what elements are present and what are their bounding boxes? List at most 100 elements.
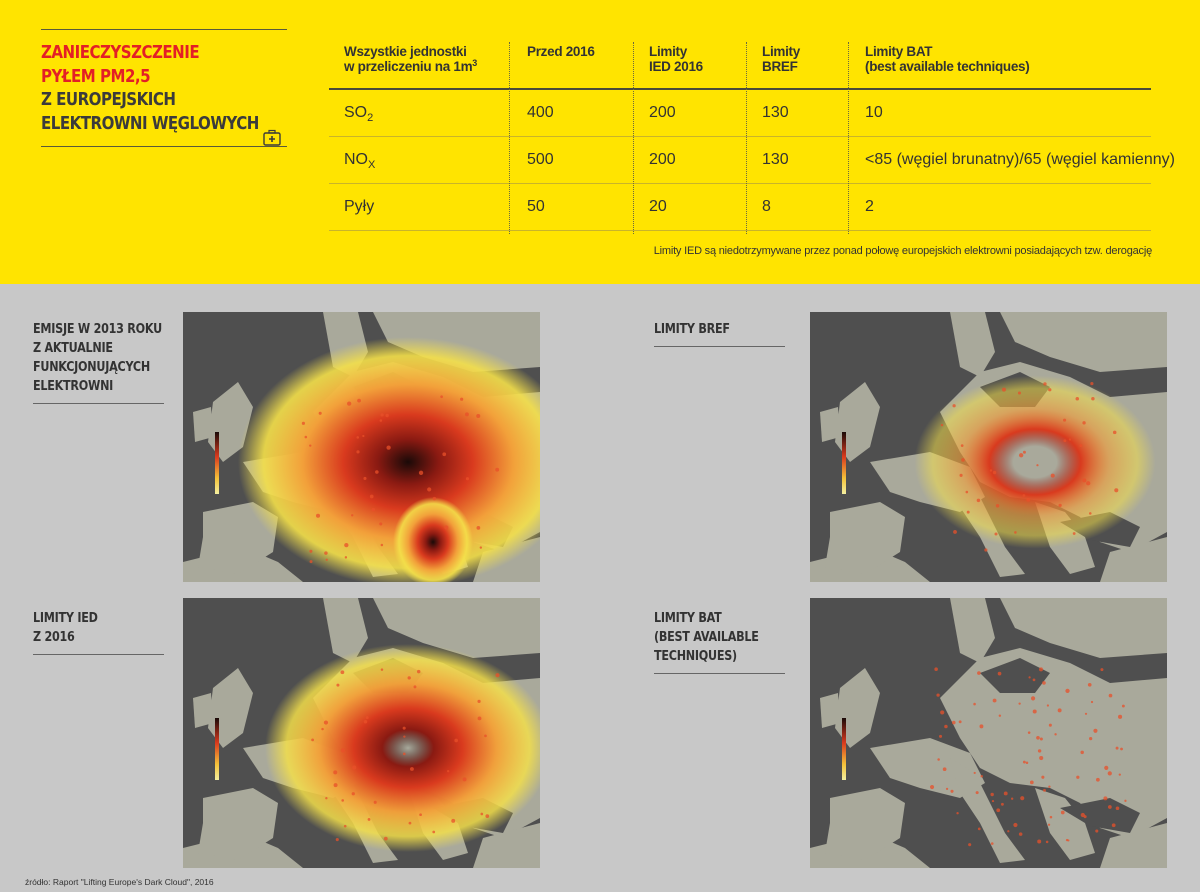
power-plant-dot <box>1112 430 1117 435</box>
power-plant-dot <box>311 738 315 742</box>
power-plant-dot <box>1072 532 1076 535</box>
power-plant-dot <box>333 770 338 775</box>
power-plant-dot <box>1014 531 1017 534</box>
power-plant-dot <box>379 522 383 526</box>
pollution-plume <box>393 497 473 582</box>
power-plant-dot <box>375 470 379 474</box>
power-plant-dot <box>309 549 313 553</box>
power-plant-dot <box>1046 704 1050 707</box>
power-plant-dot <box>367 817 371 821</box>
map-label-line: Z AKTUALNIE <box>33 341 113 356</box>
power-plant-dot <box>992 698 997 703</box>
power-plant-dot <box>484 734 487 738</box>
power-plant-dot <box>1093 728 1098 733</box>
power-plant-dot <box>318 411 322 415</box>
power-plant-dot <box>386 445 391 450</box>
column-header: Przed 2016 <box>527 44 595 59</box>
power-plant-dot <box>1089 737 1093 741</box>
title-line: PYŁEM PM2,5 <box>41 66 151 87</box>
power-plant-dot <box>1068 438 1072 441</box>
power-plant-dot <box>1045 840 1049 844</box>
power-plant-dot <box>324 551 328 555</box>
power-plant-dot <box>950 789 954 793</box>
power-plant-dot <box>1010 797 1014 800</box>
power-plant-dot <box>304 435 308 439</box>
power-plant-dot <box>1108 693 1113 698</box>
power-plant-dot <box>1003 791 1008 796</box>
land-shape <box>820 407 840 442</box>
power-plant-dot <box>1025 761 1029 765</box>
map-bref <box>810 312 1167 582</box>
power-plant-dot <box>1086 481 1091 486</box>
power-plant-dot <box>977 671 981 675</box>
power-plant-dot <box>953 530 957 534</box>
power-plant-dot <box>340 748 346 753</box>
table-row: NOX 500 200 130 <85 (węgiel brunatny)/65… <box>329 137 1175 184</box>
power-plant-dot <box>485 814 490 818</box>
map-label-line: LIMITY BREF <box>654 322 730 337</box>
power-plant-dot <box>1022 760 1026 764</box>
power-plant-dot <box>1058 503 1062 508</box>
table-cell: 200 <box>649 151 676 168</box>
land-shape <box>198 788 278 860</box>
power-plant-dot <box>934 667 938 671</box>
land-shape <box>1035 788 1095 860</box>
power-plant-dot <box>1018 453 1024 458</box>
power-plant-dot <box>1017 391 1022 395</box>
table-cell: 130 <box>762 151 789 168</box>
power-plant-dot <box>1115 806 1120 811</box>
power-plant-dot <box>451 818 456 823</box>
land-shape <box>825 788 905 860</box>
power-plant-dot <box>997 671 1002 676</box>
power-plant-dot <box>942 767 947 772</box>
power-plant-dot <box>333 783 338 788</box>
table-cell: 500 <box>527 151 554 168</box>
power-plant-dot <box>994 532 998 536</box>
power-plant-dot <box>1018 832 1023 836</box>
power-plant-dot <box>1121 704 1125 708</box>
pollutant-cell: SO2 <box>344 104 374 124</box>
power-plant-dot <box>344 556 348 559</box>
pollutant-cell: Pyły <box>344 198 374 216</box>
power-plant-dot <box>369 494 374 499</box>
power-plant-dot <box>1084 712 1088 715</box>
land-shape <box>1100 537 1167 582</box>
power-plant-dot <box>1032 678 1036 682</box>
power-plant-dot <box>363 719 368 724</box>
power-plant-dot <box>1083 815 1087 819</box>
header-text: Wszystkie jednostki <box>344 44 467 59</box>
power-plant-dot <box>965 490 969 494</box>
power-plant-dot <box>464 412 469 417</box>
power-plant-dot <box>1065 838 1069 842</box>
power-plant-dot <box>1091 396 1095 401</box>
map-label-line: Z 2016 <box>33 630 75 645</box>
power-plant-dot <box>1048 388 1052 392</box>
europe-map-graphic <box>810 312 1167 582</box>
power-plant-dot <box>944 724 948 729</box>
power-plant-dot <box>1018 702 1021 705</box>
power-plant-dot <box>344 543 349 548</box>
power-plant-dot <box>383 836 388 841</box>
power-plant-dot <box>444 525 449 530</box>
header-text: BREF <box>762 59 798 74</box>
land-shape <box>835 668 880 748</box>
land-shape <box>1000 598 1167 658</box>
power-plant-dot <box>990 792 994 797</box>
power-plant-dot <box>1020 796 1025 801</box>
power-plant-dot <box>996 808 1001 813</box>
power-plant-dot <box>365 716 369 720</box>
power-plant-dot <box>347 401 352 406</box>
column-divider <box>746 42 747 234</box>
power-plant-dot <box>462 777 467 782</box>
power-plant-dot <box>309 444 312 447</box>
pollutant-cell: NOX <box>344 151 376 171</box>
pollutant-subscript: X <box>368 159 376 171</box>
pollutant-subscript: 2 <box>367 112 374 124</box>
map-label-line: (BEST AVAILABLE <box>654 630 759 645</box>
column-header: Limity IED 2016 <box>649 44 703 74</box>
power-plant-dot <box>1047 823 1051 826</box>
table-cell: 10 <box>865 104 883 121</box>
power-plant-dot <box>1001 387 1006 392</box>
power-plant-dot <box>1082 478 1087 483</box>
power-plant-dot <box>984 548 988 552</box>
